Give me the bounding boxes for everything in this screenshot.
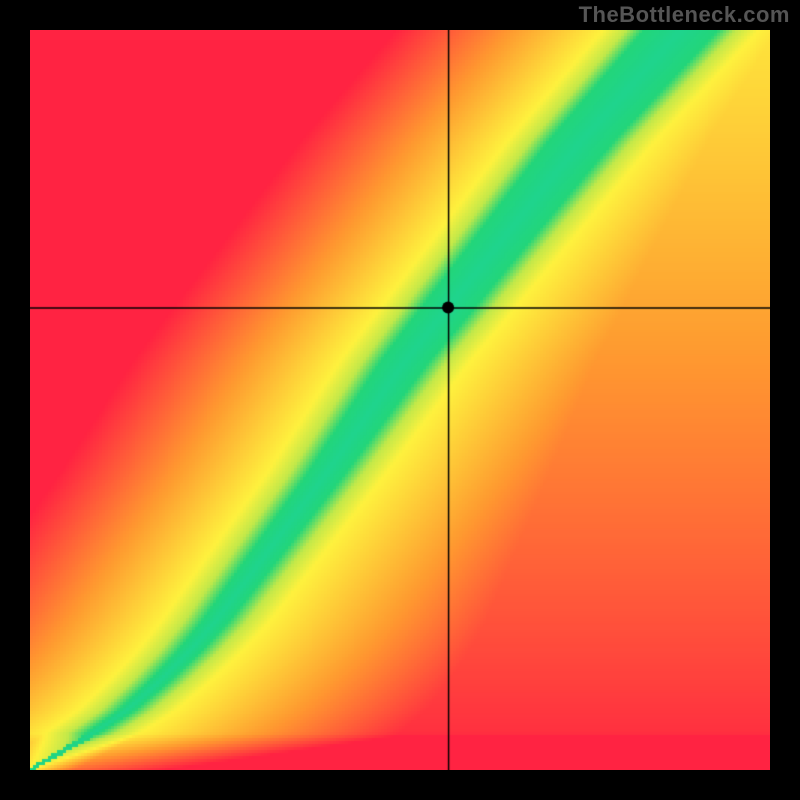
heatmap-canvas <box>30 30 770 770</box>
heatmap-plot <box>30 30 770 770</box>
watermark-text: TheBottleneck.com <box>579 2 790 28</box>
